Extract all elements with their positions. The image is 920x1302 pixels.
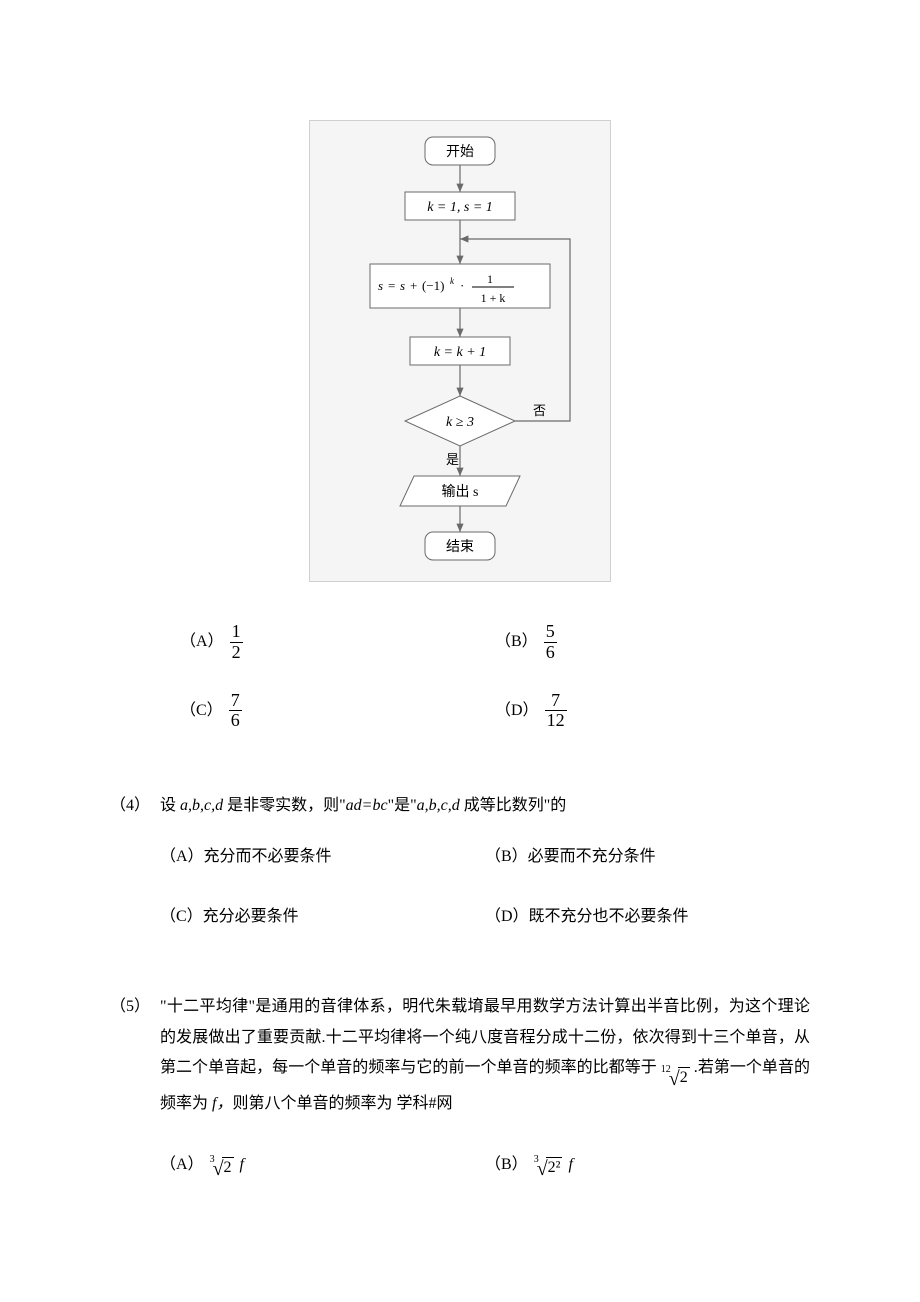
svg-text:结束: 结束 (446, 539, 474, 555)
q3-option-c: （C） 7 6 (180, 691, 455, 732)
flowchart-container: 开始k = 1, s = 1s=s+(−1)k·11 + kk = k + 1k… (110, 120, 810, 582)
text: "是" (388, 797, 417, 814)
radical-body: 2² (546, 1157, 563, 1179)
text: 成等比数列"的 (460, 797, 567, 814)
fraction: 1 2 (230, 622, 243, 663)
text: 则第八个单音的频率为 学科#网 (232, 1095, 452, 1112)
q4-option-c: （C）充分必要条件 (160, 902, 485, 932)
option-letter: （B） (495, 627, 538, 657)
math-var: a,b,c,d (417, 797, 460, 814)
option-letter: （B） (485, 1150, 528, 1180)
question-5: （5） "十二平均律"是通用的音律体系，明代朱载堉最早用数学方法计算出半音比例，… (110, 992, 810, 1180)
svg-text:s: s (400, 278, 405, 293)
svg-text:输出 s: 输出 s (442, 484, 479, 500)
question-number: （4） (110, 791, 160, 821)
question-text: "十二平均律"是通用的音律体系，明代朱载堉最早用数学方法计算出半音比例，为这个理… (160, 992, 810, 1119)
q4-options: （A）充分而不必要条件 （B）必要而不充分条件 （C）充分必要条件 （D）既不充… (160, 842, 810, 933)
fraction: 7 6 (229, 691, 242, 732)
q3-options: （A） 1 2 （B） 5 6 （C） 7 6 （D） 7 12 (180, 622, 770, 731)
math-var: a,b,c,d (180, 797, 223, 814)
radical-body: 2 (678, 1067, 690, 1089)
svg-text:k = 1, s = 1: k = 1, s = 1 (427, 200, 493, 215)
svg-text:(−1): (−1) (422, 278, 445, 293)
q5-options: （A） 3 √ 2 f （B） 3 √ 2² f (160, 1150, 810, 1180)
question-4: （4） 设 a,b,c,d 是非零实数，则"ad=bc"是"a,b,c,d 成等… (110, 791, 810, 932)
question-number: （5） (110, 992, 160, 1119)
q5-option-a: （A） 3 √ 2 f (160, 1150, 485, 1180)
flowchart-svg: 开始k = 1, s = 1s=s+(−1)k·11 + kk = k + 1k… (310, 121, 610, 581)
text: 是非零实数，则" (223, 797, 346, 814)
fraction: 5 6 (544, 622, 557, 663)
fraction-num: 5 (544, 622, 557, 642)
math-var: f (568, 1150, 572, 1180)
q5-option-b: （B） 3 √ 2² f (485, 1150, 810, 1180)
svg-text:k ≥ 3: k ≥ 3 (446, 415, 474, 430)
fraction-den: 12 (545, 710, 567, 731)
svg-text:=: = (388, 278, 395, 293)
q4-option-b: （B）必要而不充分条件 (485, 842, 810, 872)
radical: 3 √ 2 (210, 1150, 234, 1179)
text: 设 (160, 797, 180, 814)
fraction-num: 7 (549, 691, 562, 711)
fraction-num: 1 (230, 622, 243, 642)
svg-text:1 + k: 1 + k (481, 291, 506, 305)
option-letter: （C） (180, 696, 223, 726)
radical: 12 √ 2 (661, 1060, 690, 1089)
q4-option-d: （D）既不充分也不必要条件 (485, 902, 810, 932)
option-letter: （A） (160, 1150, 204, 1180)
flowchart: 开始k = 1, s = 1s=s+(−1)k·11 + kk = k + 1k… (309, 120, 611, 582)
svg-text:s: s (378, 278, 383, 293)
svg-text:否: 否 (533, 403, 546, 418)
option-letter: （D） (495, 696, 539, 726)
option-letter: （A） (180, 627, 224, 657)
fraction-num: 7 (229, 691, 242, 711)
math-var: ad=bc (346, 797, 388, 814)
svg-text:开始: 开始 (446, 144, 474, 160)
math-var: f， (212, 1095, 232, 1112)
radical-body: 2 (222, 1157, 234, 1179)
svg-text:1: 1 (487, 272, 493, 286)
svg-text:是: 是 (446, 452, 459, 467)
q3-option-a: （A） 1 2 (180, 622, 455, 663)
q4-option-a: （A）充分而不必要条件 (160, 842, 485, 872)
fraction-den: 6 (229, 710, 242, 731)
radical: 3 √ 2² (534, 1150, 563, 1179)
svg-text:k = k + 1: k = k + 1 (434, 345, 486, 360)
q3-option-b: （B） 5 6 (495, 622, 770, 663)
fraction-den: 2 (230, 642, 243, 663)
svg-text:·: · (460, 278, 464, 293)
math-var: f (240, 1150, 244, 1180)
svg-text:+: + (410, 278, 417, 293)
q3-option-d: （D） 7 12 (495, 691, 770, 732)
question-text: 设 a,b,c,d 是非零实数，则"ad=bc"是"a,b,c,d 成等比数列"… (160, 791, 810, 821)
fraction-den: 6 (544, 642, 557, 663)
fraction: 7 12 (545, 691, 567, 732)
